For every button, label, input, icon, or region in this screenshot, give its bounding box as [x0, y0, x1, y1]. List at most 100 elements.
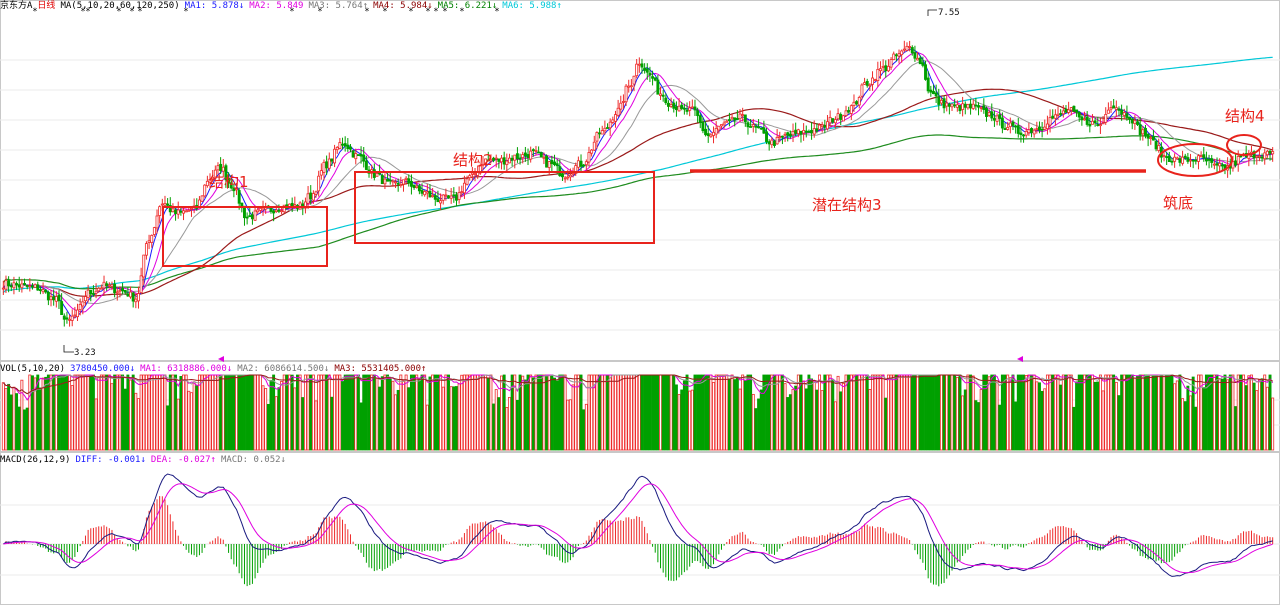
volume-bar [714, 374, 718, 451]
candle-body [1202, 154, 1206, 159]
candle-body [916, 58, 920, 61]
volume-bar [428, 376, 432, 451]
volume-bar [937, 374, 941, 451]
volume-bar [992, 374, 996, 451]
volume-bar [123, 388, 127, 451]
ma60-line [2, 88, 1273, 297]
candle-body [786, 132, 790, 136]
volume-bar [182, 374, 185, 451]
volume-bar [1250, 374, 1253, 451]
candle-body [831, 118, 835, 123]
volume-bar [759, 389, 763, 451]
candle-body [886, 65, 890, 72]
candle-body [762, 127, 766, 134]
event-marker: * [85, 7, 90, 17]
candle-body [65, 317, 69, 320]
volume-bar [235, 374, 238, 451]
candle-body [137, 293, 140, 302]
candle-body [1048, 117, 1052, 126]
volume-bar [637, 374, 641, 451]
candle-body [256, 209, 260, 213]
volume-bar [955, 376, 959, 451]
candle-body [1059, 113, 1063, 115]
volume-bar [190, 392, 193, 451]
candle-body [913, 52, 917, 59]
ma120-line [2, 134, 1273, 290]
volume-bar [1096, 381, 1100, 451]
candle-body [356, 154, 360, 156]
volume-bar [735, 376, 739, 451]
candle-body [746, 122, 750, 128]
volume-bar [773, 374, 776, 451]
event-marker: * [32, 7, 37, 17]
volume-bar [76, 374, 79, 451]
candle-body [54, 296, 58, 302]
volume-bar [433, 374, 437, 451]
candle-body [31, 285, 34, 288]
event-marker: * [408, 7, 413, 17]
volume-bar [746, 374, 750, 451]
volume-bar [409, 374, 413, 451]
volume-bar [1061, 374, 1065, 451]
volume-bar [232, 374, 236, 451]
volume-bar [966, 374, 970, 451]
candle-body [272, 210, 276, 214]
candle-body [537, 151, 541, 154]
candle-body [402, 179, 405, 185]
volume-bar [696, 374, 700, 451]
volume-bar [635, 374, 639, 451]
candle-body [780, 135, 784, 138]
high-price-label: 7.55 [938, 8, 960, 18]
annotation-bottoming: 筑底 [1163, 194, 1194, 212]
candle-body [1032, 129, 1036, 135]
candle-body [518, 157, 522, 160]
volume-bar [685, 374, 689, 451]
candle-body [977, 105, 980, 108]
structure-1-box [162, 206, 328, 267]
volume-bar [99, 374, 103, 451]
volume-bar [802, 380, 806, 451]
volume-bar [147, 374, 151, 451]
volume-bar [436, 374, 440, 451]
candle-body [481, 163, 485, 166]
candle-body [1045, 123, 1049, 129]
candle-body [627, 85, 631, 88]
candle-body [773, 140, 776, 146]
candle-body [1008, 122, 1012, 128]
candle-body [327, 158, 331, 169]
volume-bar [1204, 374, 1208, 451]
candle-body [852, 101, 856, 106]
candle-body [1075, 109, 1079, 113]
volume-bar [833, 401, 837, 451]
volume-bar [974, 400, 978, 451]
candle-body [311, 193, 315, 201]
candle-body [1083, 118, 1086, 121]
volume-bar [423, 374, 427, 451]
volume-bar [982, 374, 986, 451]
volume-bar [349, 374, 352, 451]
volume-bar [1122, 374, 1126, 451]
candle-body [568, 174, 572, 178]
candle-body [105, 283, 109, 287]
volume-bar [1265, 386, 1269, 451]
candle-body [1154, 141, 1158, 150]
volume-bar [317, 374, 321, 451]
candle-body [1220, 164, 1224, 167]
candle-body [396, 182, 400, 185]
volume-bar [166, 405, 170, 451]
volume-bar [765, 374, 768, 451]
candle-body [839, 114, 843, 120]
candle-body [582, 164, 586, 167]
volume-bar [184, 374, 188, 451]
candle-body [290, 202, 294, 207]
diff-line [3, 473, 1273, 577]
volume-bar [28, 374, 32, 451]
volume-bar [351, 374, 355, 451]
candle-body [924, 64, 927, 80]
candle-body [335, 146, 339, 151]
candle-body [640, 63, 644, 68]
candle-body [497, 158, 501, 162]
candle-body [349, 146, 352, 150]
candle-body [420, 190, 424, 194]
